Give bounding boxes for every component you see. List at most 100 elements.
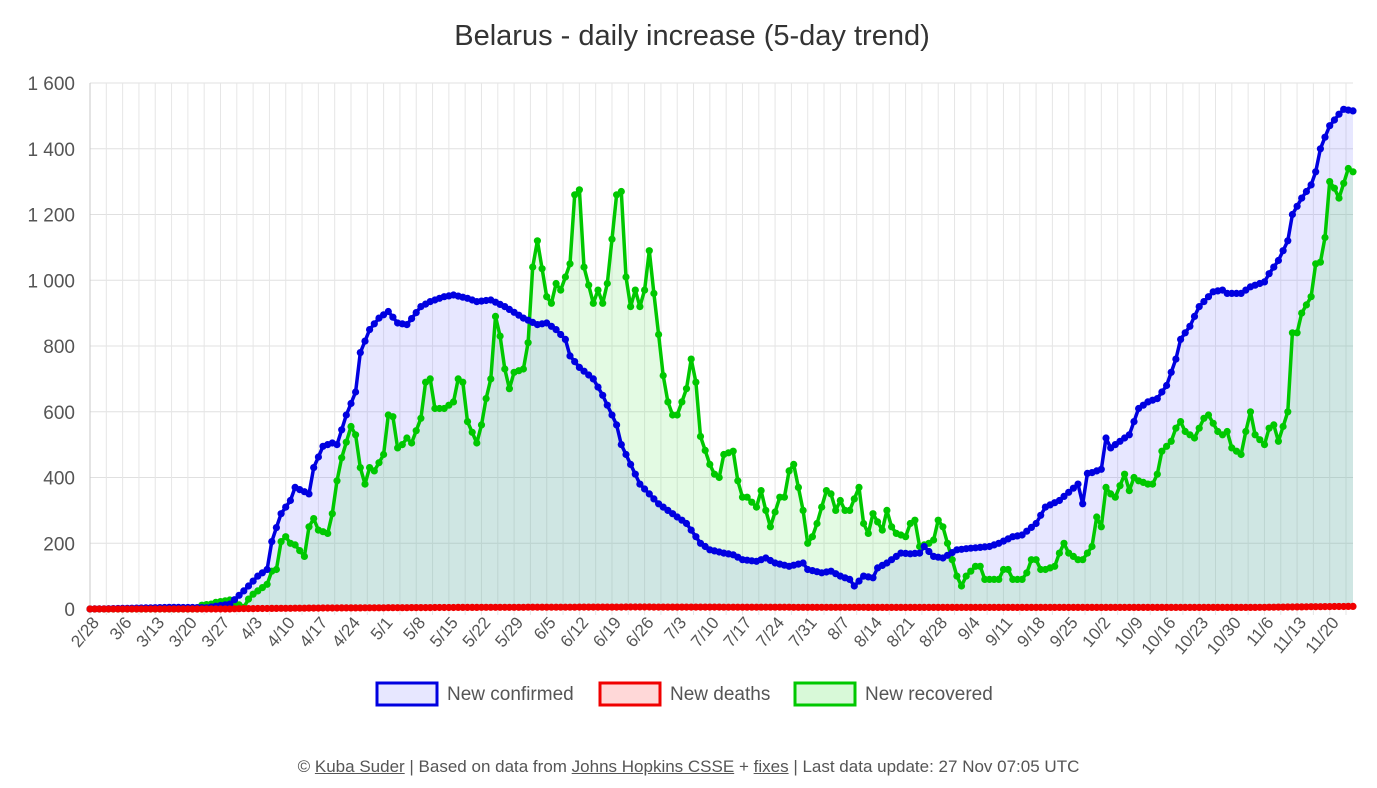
data-point-new-confirmed [1288,210,1296,219]
footer-last-update: | Last data update: 27 Nov 07:05 UTC [793,757,1080,776]
data-point-new-confirmed [571,358,579,366]
data-point-new-recovered [827,490,835,498]
data-point-new-confirmed [1298,194,1306,202]
data-point-new-recovered [836,496,844,505]
data-point-new-confirmed [613,421,621,429]
data-point-new-recovered [883,506,891,514]
x-tick-label: 9/11 [982,613,1017,650]
grid [89,82,1353,615]
y-axis-labels: 0 200 400 600 800 1 000 1 200 1 400 1 600 [27,74,75,621]
y-tick-label: 800 [43,337,75,358]
data-point-new-recovered [342,438,350,446]
data-point-new-recovered [832,506,840,514]
x-tick-label: 7/31 [785,613,821,651]
data-point-new-recovered [468,428,476,436]
legend-item-deaths[interactable]: New deaths [598,681,770,707]
data-point-new-confirmed [1130,418,1138,426]
data-point-new-recovered [692,378,700,386]
data-point-new-confirmed [366,326,374,334]
data-point-new-recovered [524,339,532,347]
data-point-new-recovered [585,281,593,289]
data-point-new-recovered [296,547,304,555]
x-tick-label: 11/20 [1302,613,1343,657]
data-point-new-confirmed [855,577,863,585]
data-point-new-recovered [687,355,695,363]
legend-item-recovered[interactable]: New recovered [793,681,993,707]
data-point-new-recovered [599,299,607,307]
footer-text-source: | Based on data from [409,757,567,776]
data-point-new-recovered [794,483,803,491]
x-tick-label: 3/13 [132,613,168,651]
legend-label-confirmed: New confirmed [447,684,574,705]
data-point-new-recovered [291,541,299,549]
data-point-new-recovered [617,187,625,196]
data-point-new-confirmed [277,510,285,518]
data-point-new-confirmed [1079,500,1087,508]
data-point-new-recovered [627,303,635,311]
data-point-new-confirmed [641,485,649,493]
data-point-new-recovered [664,398,672,406]
series-areas [90,109,1353,610]
legend-label-recovered: New recovered [865,684,993,705]
data-point-new-recovered [501,365,509,373]
data-point-new-recovered [701,446,709,454]
data-point-new-recovered [1298,309,1306,317]
author-link[interactable]: Kuba Suder [314,757,405,776]
data-point-new-confirmed [799,559,807,567]
data-point-new-confirmed [1097,465,1105,473]
y-tick-label: 600 [43,403,75,424]
data-point-new-confirmed [286,496,294,505]
data-point-new-recovered [930,536,938,544]
data-point-new-confirmed [1167,368,1175,376]
legend-swatch-confirmed [375,681,439,707]
data-point-new-recovered [655,330,663,339]
x-tick-label: 9/25 [1046,613,1082,651]
data-point-new-confirmed [1335,110,1343,118]
x-tick-label: 5/15 [426,613,462,651]
x-tick-label: 8/28 [915,613,951,651]
data-point-new-recovered [1079,556,1087,564]
data-point-new-recovered [352,431,360,439]
x-tick-label: 10/30 [1203,613,1245,658]
data-point-new-recovered [403,434,411,442]
data-point-new-recovered [398,441,406,449]
data-point-new-confirmed [244,582,253,590]
data-point-new-recovered [459,378,467,386]
data-point-new-recovered [766,523,775,531]
x-tick-label: 8/21 [883,613,919,651]
legend-item-confirmed[interactable]: New confirmed [375,681,574,707]
x-axis-labels: 2/28 3/63/133/203/27 4/34/104/174/24 5/1 5/8… [67,613,1343,658]
x-tick-label: 7/10 [687,613,723,651]
data-point-new-confirmed [342,411,350,419]
data-point-new-confirmed [352,388,360,396]
data-point-new-confirmed [608,411,616,419]
data-point-new-confirmed [1260,278,1269,286]
data-point-new-recovered [1102,483,1110,491]
data-point-new-recovered [636,303,644,311]
data-point-new-confirmed [1307,181,1315,189]
data-point-new-confirmed [384,307,392,316]
data-point-new-confirmed [1321,133,1329,141]
data-point-new-recovered [594,286,602,294]
fixes-link[interactable]: fixes [753,757,789,776]
data-point-new-recovered [850,495,858,503]
data-point-new-recovered [412,427,420,435]
data-point-new-recovered [631,286,639,294]
data-point-new-recovered [678,398,686,406]
data-point-new-recovered [696,432,705,440]
x-tick-label: 8/7 [824,613,854,643]
data-point-new-recovered [408,439,416,447]
data-point-new-confirmed [631,470,639,478]
data-point-new-recovered [300,552,308,561]
legend-swatch-deaths [598,681,662,707]
data-point-new-recovered [911,516,919,524]
data-point-new-recovered [477,421,486,429]
data-point-new-recovered [370,467,378,475]
data-point-new-recovered [1153,470,1161,478]
source-link[interactable]: Johns Hopkins CSSE [571,757,735,776]
data-point-new-confirmed [1312,168,1320,176]
data-point-new-confirmed [1153,395,1161,403]
x-tick-label: 7/17 [720,613,756,651]
data-point-new-recovered [729,447,737,455]
